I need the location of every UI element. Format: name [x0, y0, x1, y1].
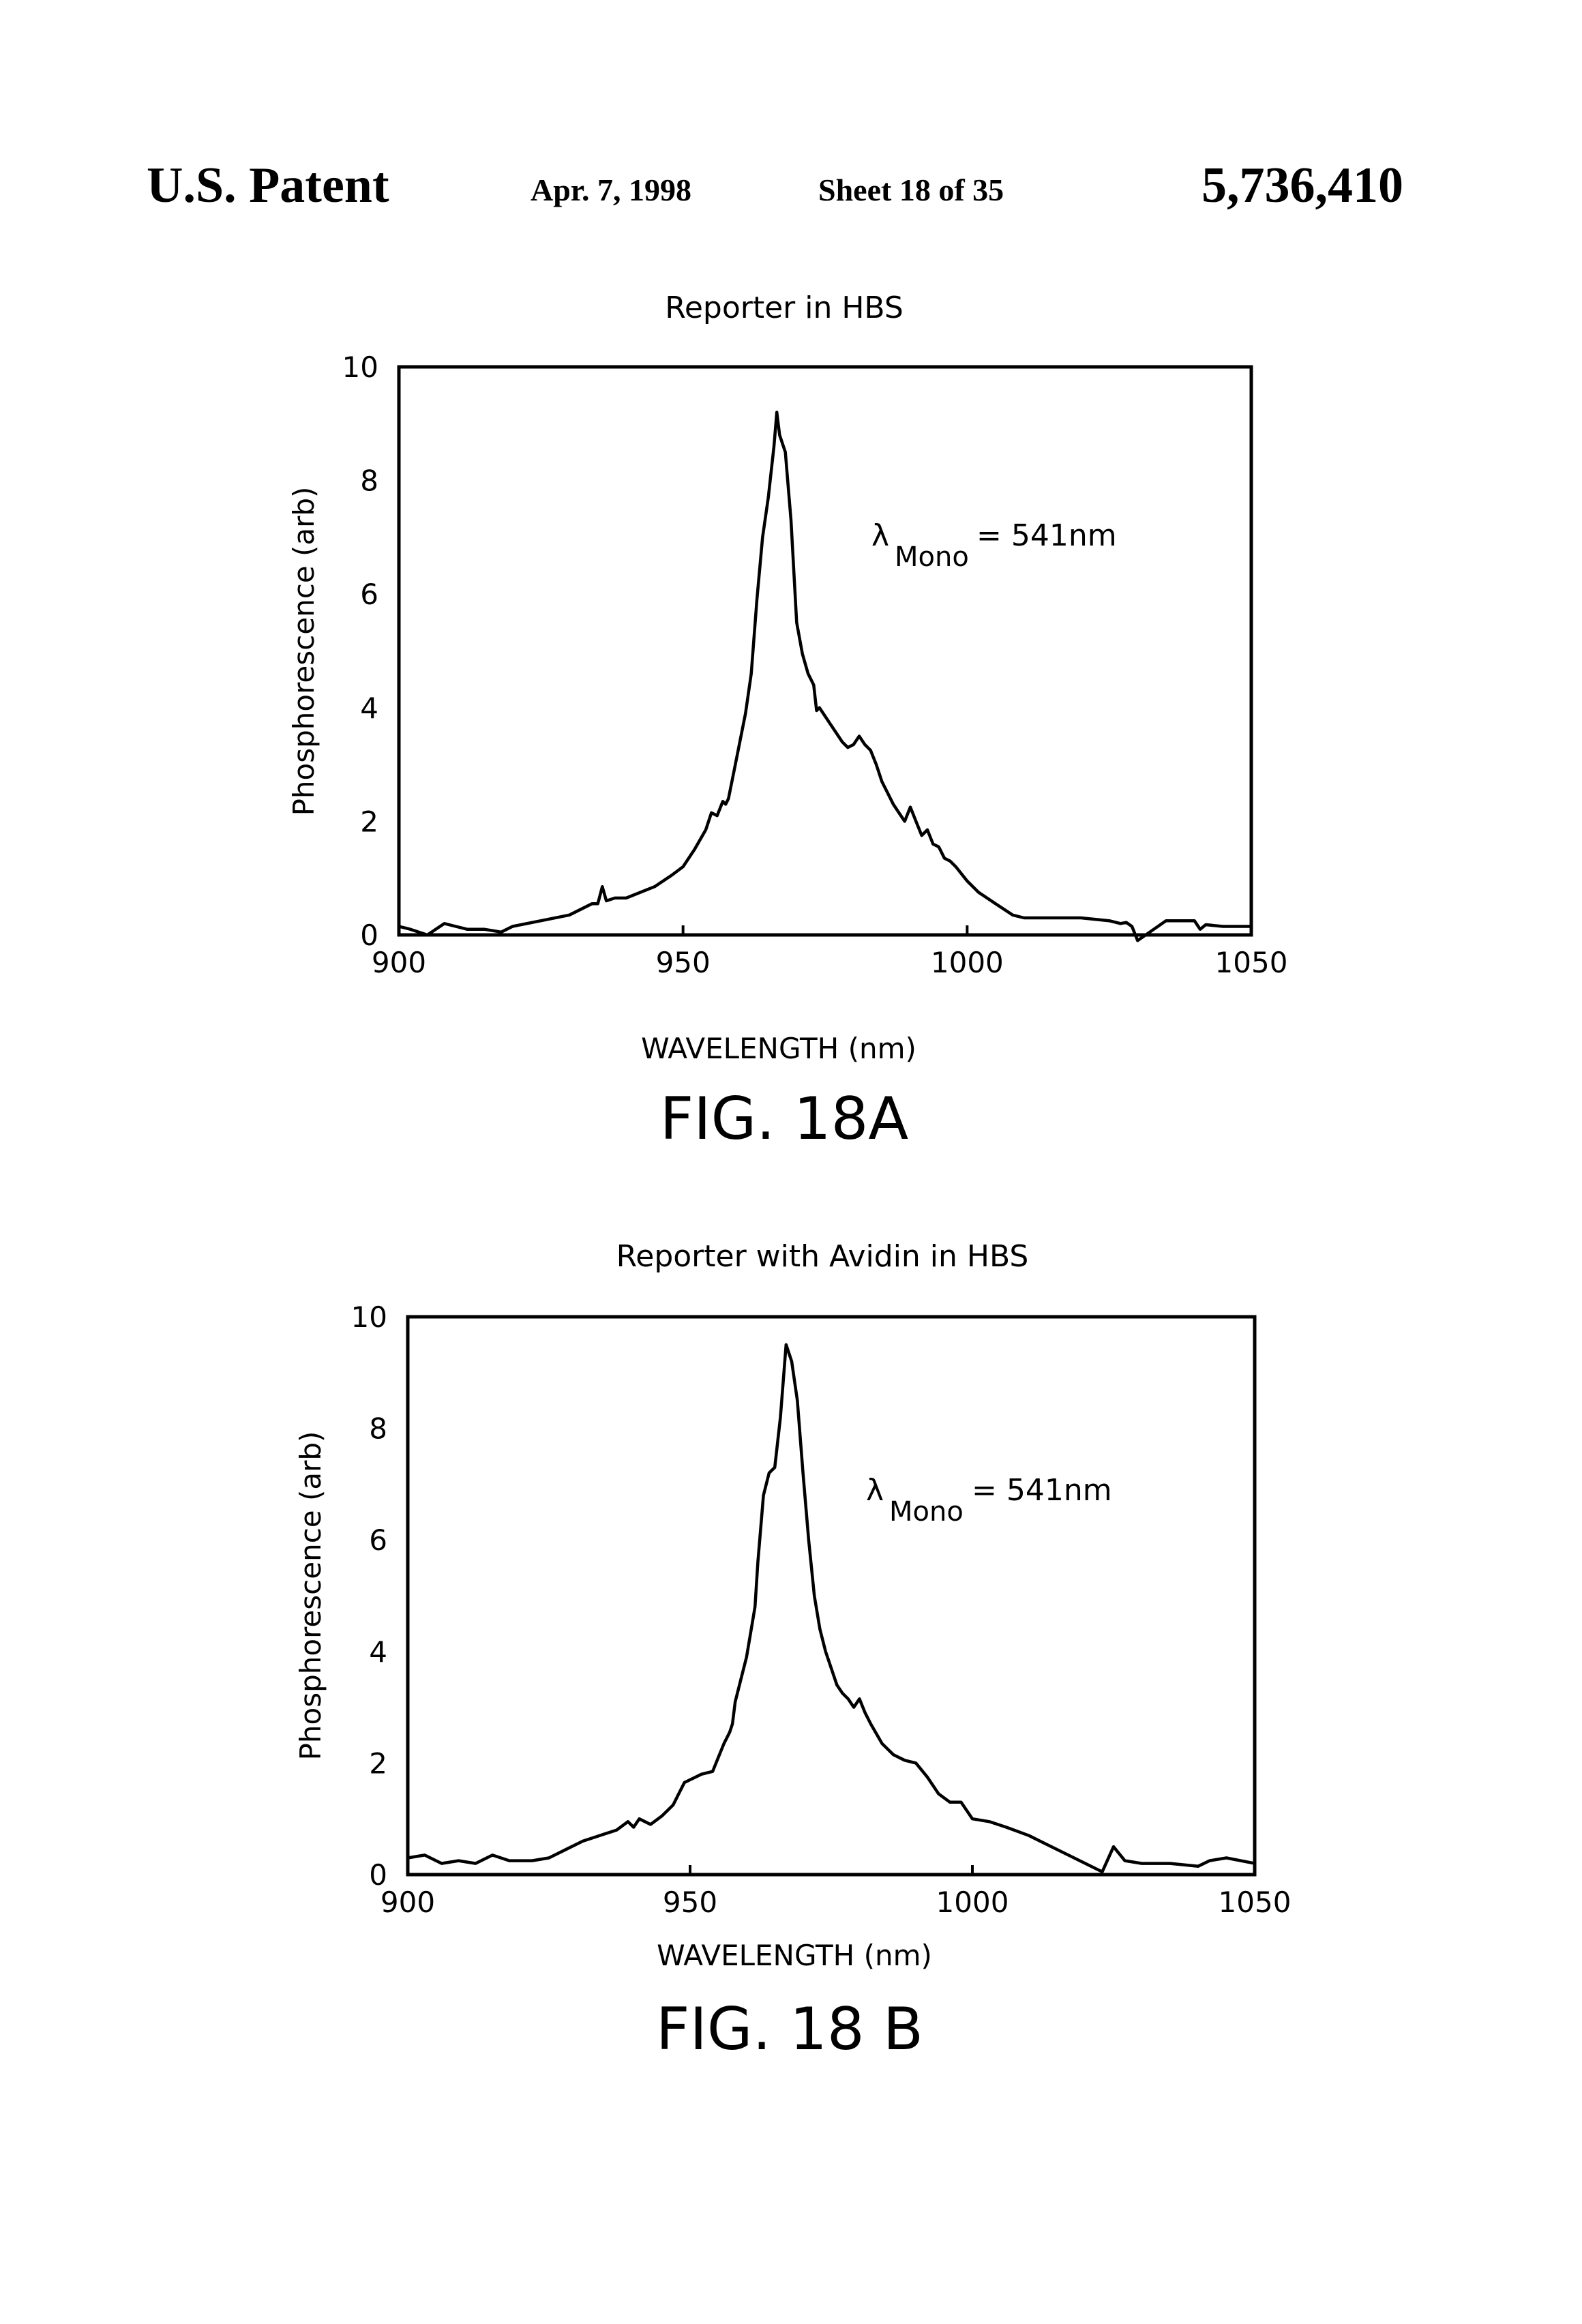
- y-axis-label: Phosphorescence (arb): [294, 1431, 327, 1761]
- x-tick-label: 1050: [1219, 1886, 1292, 1919]
- annotation-subscript: Mono: [895, 541, 969, 573]
- figure-label: FIG. 18 B: [656, 1995, 923, 2064]
- spectrum-line: [399, 413, 1251, 941]
- annotation-lambda: λ: [871, 518, 889, 553]
- chart-fig-18a: Reporter in HBS 0246810 90095010001050 P…: [287, 290, 1287, 1153]
- x-tick-label: 1050: [1215, 946, 1288, 979]
- plot-frame: [399, 367, 1251, 935]
- y-tick-labels: 0246810: [342, 351, 378, 952]
- x-tick-label: 900: [372, 946, 426, 979]
- x-tick-label: 900: [380, 1886, 435, 1919]
- plot-frame: [408, 1317, 1255, 1875]
- y-tick-label: 10: [342, 351, 378, 384]
- chart-title: Reporter in HBS: [665, 290, 904, 325]
- x-tick-label: 1000: [931, 946, 1004, 979]
- figure-label: FIG. 18A: [660, 1085, 909, 1153]
- annotation-subscript: Mono: [889, 1496, 964, 1528]
- y-tick-label: 6: [360, 578, 378, 611]
- x-axis-label: WAVELENGTH (nm): [641, 1032, 916, 1065]
- y-axis-label: Phosphorescence (arb): [287, 487, 320, 816]
- annotation-value: = 541nm: [972, 1473, 1112, 1508]
- y-tick-label: 4: [369, 1635, 387, 1669]
- annotation-value: = 541nm: [976, 518, 1117, 553]
- annotation-lambda-mono: λ Mono = 541nm: [871, 518, 1117, 573]
- chart-title: Reporter with Avidin in HBS: [616, 1239, 1029, 1274]
- spectrum-line: [408, 1345, 1255, 1872]
- annotation-lambda: λ: [866, 1473, 884, 1508]
- chart-fig-18b: Reporter with Avidin in HBS 0246810 9009…: [294, 1239, 1291, 2064]
- x-tick-label: 950: [663, 1886, 717, 1919]
- y-tick-label: 4: [360, 691, 378, 725]
- y-tick-label: 6: [369, 1523, 387, 1557]
- x-tick-label: 950: [656, 946, 711, 979]
- y-tick-label: 8: [369, 1412, 387, 1446]
- x-axis-label: WAVELENGTH (nm): [657, 1939, 932, 1972]
- y-tick-label: 8: [360, 464, 378, 498]
- annotation-lambda-mono: λ Mono = 541nm: [866, 1473, 1112, 1528]
- y-tick-labels: 0246810: [351, 1300, 387, 1892]
- y-tick-label: 2: [369, 1746, 387, 1780]
- y-tick-label: 10: [351, 1300, 387, 1334]
- x-tick-label: 1000: [936, 1886, 1009, 1919]
- y-tick-label: 2: [360, 805, 378, 838]
